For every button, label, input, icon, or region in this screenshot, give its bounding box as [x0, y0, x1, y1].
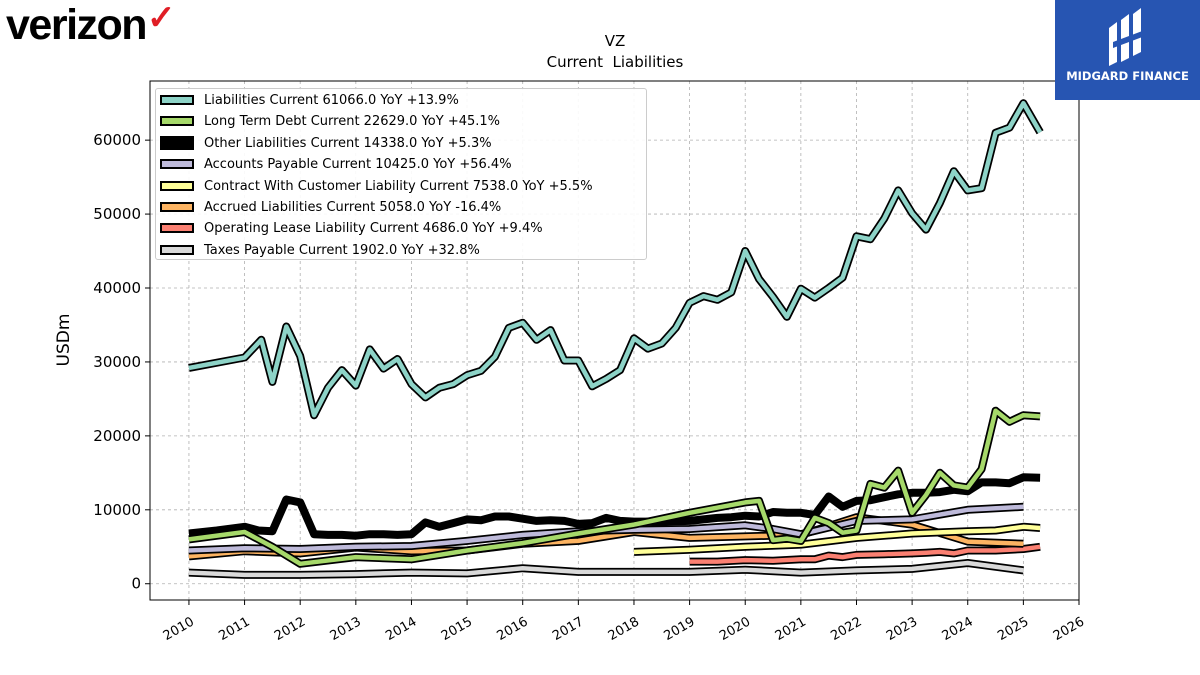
- series-operating-lease-liability-current: [689, 542, 1041, 566]
- legend-swatch: [160, 180, 194, 191]
- legend: Liabilities Current 61066.0 YoY +13.9% L…: [155, 88, 647, 260]
- x-tick-label: 2015: [439, 614, 475, 644]
- y-tick-label: 20000: [93, 427, 141, 445]
- series-line: [633, 524, 1041, 555]
- legend-swatch: [160, 116, 194, 127]
- x-tick-label: 2023: [884, 614, 920, 644]
- verizon-logo-text: verizon: [6, 1, 148, 49]
- chart-subtitle: Current Liabilities: [546, 53, 684, 71]
- midgard-mark-icon: [1109, 8, 1145, 66]
- legend-swatch: [160, 95, 194, 105]
- series-line-outline: [188, 406, 1041, 568]
- series-accounts-payable-current: [188, 502, 1024, 555]
- midgard-finance-logo: MIDGARD FINANCE: [1055, 0, 1200, 100]
- legend-label: Long Term Debt Current 22629.0 YoY +45.1…: [204, 114, 501, 130]
- x-tick-label: 2021: [773, 614, 809, 644]
- legend-label: Contract With Customer Liability Current…: [204, 178, 593, 194]
- x-tick-label: 2022: [828, 614, 864, 644]
- x-tick-label: 2010: [161, 614, 197, 644]
- series-contract-with-customer-liability-current: [633, 522, 1041, 556]
- chart-title: VZ: [604, 32, 626, 50]
- x-tick-label: 2012: [272, 614, 308, 644]
- legend-swatch: [160, 202, 194, 212]
- x-tick-label: 2013: [328, 614, 364, 644]
- x-tick-label: 2018: [606, 614, 642, 644]
- legend-swatch: [160, 223, 194, 234]
- x-tick-label: 2020: [717, 614, 753, 644]
- legend-swatch: [160, 244, 194, 255]
- y-tick-label: 30000: [93, 353, 141, 371]
- y-axis-label: USDm: [54, 314, 74, 367]
- y-tick-label: 10000: [93, 501, 141, 519]
- legend-label: Operating Lease Liability Current 4686.0…: [204, 221, 543, 237]
- legend-swatch: [160, 135, 194, 150]
- y-tick-label: 0: [131, 575, 141, 593]
- verizon-check-icon: ✓: [147, 0, 176, 37]
- legend-label: Accrued Liabilities Current 5058.0 YoY -…: [204, 200, 502, 215]
- x-tick-label: 2011: [216, 614, 252, 644]
- series-line: [689, 544, 1041, 564]
- x-tick-label: 2017: [550, 614, 586, 644]
- x-tick-label: 2025: [995, 614, 1031, 644]
- series-group: [188, 99, 1044, 579]
- chart-title-block: VZ Current Liabilities: [450, 31, 780, 73]
- legend-swatch: [160, 159, 194, 170]
- legend-label: Liabilities Current 61066.0 YoY +13.9%: [204, 93, 459, 108]
- publisher-name: MIDGARD FINANCE: [1066, 69, 1189, 83]
- series-line: [188, 504, 1024, 553]
- plot-frame: [149, 80, 1080, 601]
- y-tick-label: 50000: [93, 205, 141, 223]
- series-line: [188, 560, 1024, 578]
- series-taxes-payable-current: [188, 559, 1024, 579]
- x-tick-label: 2014: [383, 614, 419, 644]
- y-tick-label: 60000: [93, 131, 141, 149]
- legend-label: Other Liabilities Current 14338.0 YoY +5…: [204, 135, 492, 151]
- x-tick-label: 2024: [940, 614, 976, 644]
- x-tick-label: 2026: [1051, 614, 1087, 644]
- legend-label: Accounts Payable Current 10425.0 YoY +56…: [204, 157, 512, 173]
- series-liabilities-current: [188, 99, 1044, 420]
- series-long-term-debt-current: [188, 406, 1041, 568]
- legend-label: Taxes Payable Current 1902.0 YoY +32.8%: [204, 242, 480, 258]
- series-line: [188, 100, 1043, 418]
- y-tick-label: 40000: [93, 279, 141, 297]
- verizon-logo: verizon✓: [6, 1, 176, 49]
- series-line: [188, 408, 1041, 567]
- x-tick-label: 2019: [661, 614, 697, 644]
- x-tick-label: 2016: [495, 614, 531, 644]
